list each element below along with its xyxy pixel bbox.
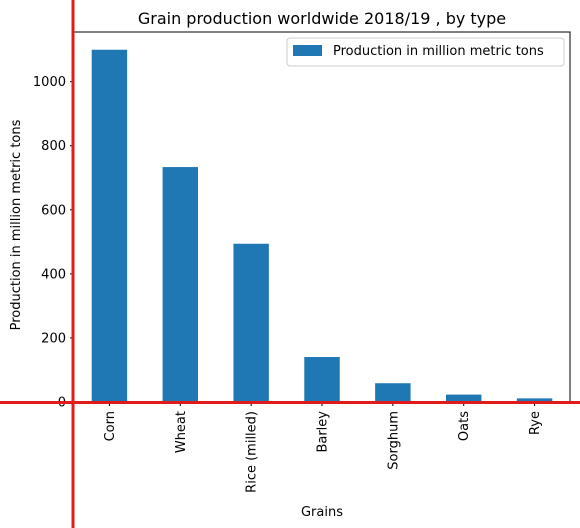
x-tick-label: Oats [457, 411, 472, 441]
x-tick-label: Rice (milled) [245, 411, 260, 493]
bar-oats [446, 394, 482, 402]
x-tick-label: Corn [103, 411, 118, 441]
bar-barley [304, 357, 340, 402]
bar-sorghum [375, 383, 411, 402]
plot-frame [73, 31, 571, 403]
bar-rye [516, 398, 553, 402]
legend-label: Production in million metric tons [333, 44, 544, 59]
y-tick-label: 400 [41, 267, 66, 282]
bar-corn [91, 49, 128, 402]
axes-layer [73, 31, 571, 403]
y-tick-label: 600 [41, 203, 66, 218]
legend: Production in million metric tons [286, 37, 565, 67]
y-axis-label: Production in million metric tons [9, 119, 24, 330]
x-tick-label: Sorghum [386, 411, 401, 470]
bars-layer [91, 49, 553, 402]
y-tick-label: 200 [41, 331, 66, 346]
ticks-layer: 02004006008001000CornWheatRice (milled)B… [33, 75, 543, 493]
y-tick-label: 1000 [33, 75, 66, 90]
bar-wheat [162, 167, 198, 402]
x-tick-label: Rye [528, 411, 543, 435]
x-tick-label: Barley [316, 411, 331, 453]
x-tick-label: Wheat [174, 411, 189, 453]
legend-frame [286, 37, 565, 67]
chart-title: Grain production worldwide 2018/19 , by … [138, 9, 506, 28]
x-axis-label: Grains [301, 505, 343, 520]
bar-rice-milled [233, 243, 269, 402]
legend-swatch [293, 45, 322, 56]
y-tick-label: 800 [41, 139, 66, 154]
